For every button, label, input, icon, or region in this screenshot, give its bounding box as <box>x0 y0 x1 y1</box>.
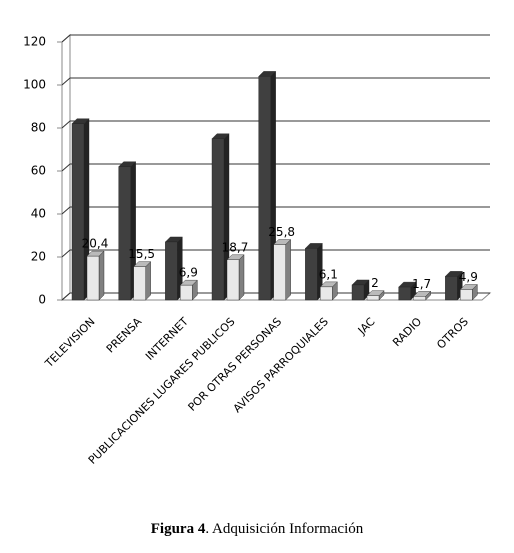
bar <box>258 76 271 301</box>
bar <box>86 255 100 301</box>
bar <box>118 166 131 301</box>
x-tick-label: AVISOS PARROQUIALES <box>231 315 331 415</box>
bar <box>273 244 286 301</box>
bar <box>165 241 178 301</box>
bar <box>351 284 365 301</box>
value-label: 25,8 <box>268 225 295 239</box>
value-label: 18,7 <box>222 240 249 254</box>
x-tick-label: POR OTRAS PERSONAS <box>186 315 285 414</box>
bar <box>366 295 380 301</box>
grid-line <box>61 249 490 258</box>
x-tick-label: INTERNET <box>143 315 191 363</box>
caption: Figura 4. Adquisición Información <box>151 521 364 537</box>
x-tick-label: JAC <box>355 315 378 338</box>
value-label: 6,9 <box>179 266 198 280</box>
x-tick-label: OTROS <box>434 315 471 352</box>
grid-line <box>61 120 490 129</box>
grid-line <box>61 34 490 43</box>
y-tick-label: 40 <box>31 207 46 221</box>
y-tick-label: 80 <box>31 121 46 135</box>
bar <box>445 276 458 301</box>
bar-side <box>285 239 291 301</box>
y-tick-label: 100 <box>23 78 46 92</box>
x-tick-label: PRENSA <box>104 315 145 356</box>
bar <box>398 286 411 301</box>
value-label: 15,5 <box>128 247 155 261</box>
y-tick-label: 60 <box>31 164 46 178</box>
value-label: 1,7 <box>412 277 431 291</box>
grid-line <box>61 292 490 301</box>
grid-line <box>61 206 490 215</box>
value-label: 20,4 <box>82 237 109 251</box>
value-label: 6,1 <box>319 267 338 281</box>
bar-side <box>98 250 105 301</box>
y-tick-label: 20 <box>31 250 46 264</box>
y-tick-label: 0 <box>38 293 46 307</box>
bar <box>305 248 318 301</box>
bar <box>133 266 146 301</box>
bar <box>226 259 240 301</box>
caption-label: Figura 4 <box>151 521 206 537</box>
bar <box>71 123 85 301</box>
bar <box>320 286 333 301</box>
y-tick-label: 120 <box>23 35 46 49</box>
grid-line <box>61 77 490 86</box>
x-tick-label: TELEVISION <box>42 315 98 371</box>
bar-side <box>145 261 151 301</box>
value-label: 2 <box>371 276 379 290</box>
grid-line <box>61 163 490 172</box>
bar <box>180 284 193 301</box>
bar-side <box>238 254 245 301</box>
value-label: 4,9 <box>459 270 478 284</box>
bar <box>413 296 426 301</box>
bar <box>211 138 225 301</box>
x-tick-label: RADIO <box>390 315 424 349</box>
bar <box>460 289 473 301</box>
caption-text: . Adquisición Información <box>205 521 363 537</box>
